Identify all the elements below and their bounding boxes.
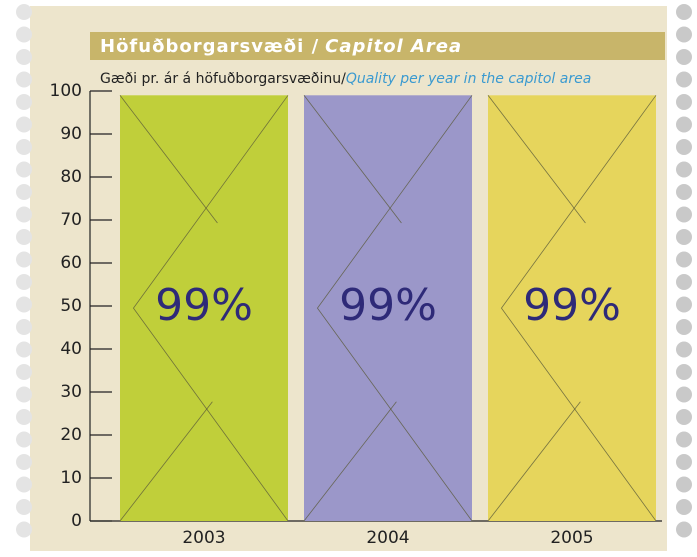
perforation: [676, 386, 692, 403]
perforation: [676, 161, 692, 178]
perforation: [676, 521, 692, 538]
title-bar: [90, 32, 665, 60]
perforation: [676, 116, 692, 133]
perforation: [676, 4, 692, 20]
perforation: [676, 274, 692, 290]
perforation: [676, 409, 692, 425]
perforation: [676, 94, 692, 110]
y-tick-label: 100: [50, 81, 82, 101]
value-label: 99%: [155, 280, 253, 331]
perforation: [676, 454, 692, 470]
perforation: [676, 341, 692, 358]
y-tick-label: 30: [60, 382, 82, 402]
perforation: [16, 229, 32, 245]
perforation: [676, 431, 692, 448]
perforation: [676, 139, 692, 155]
perforation: [676, 499, 692, 515]
perforation: [16, 319, 32, 335]
perforation: [16, 454, 32, 470]
x-tick-label: 2003: [182, 528, 225, 548]
perforation: [16, 206, 32, 223]
envelope-fold: [132, 95, 289, 522]
value-label: 99%: [339, 280, 437, 331]
perforation: [676, 364, 692, 380]
envelope-fold: [487, 401, 581, 522]
perforation: [16, 26, 32, 43]
perforation: [16, 94, 32, 110]
y-tick-label: 90: [60, 124, 82, 144]
envelope-fold: [316, 95, 473, 522]
perforation: [676, 206, 692, 223]
y-tick-label: 70: [60, 210, 82, 230]
subtitle-is: Gæði pr. ár á höfuðborgarsvæðinu/: [100, 71, 346, 87]
perforation: [676, 184, 692, 200]
subtitle: Gæði pr. ár á höfuðborgarsvæðinu/Quality…: [100, 71, 591, 87]
perforation: [676, 26, 692, 43]
perforation: [16, 49, 32, 65]
y-tick-label: 20: [60, 425, 82, 445]
y-tick-label: 10: [60, 468, 82, 488]
perforation: [676, 71, 692, 88]
envelope-fold: [500, 95, 657, 522]
perforation: [16, 4, 32, 20]
x-tick-label: 2005: [550, 528, 593, 548]
envelope-fold: [119, 401, 213, 522]
bar: [488, 95, 656, 522]
perforation: [16, 431, 32, 448]
perforation: [16, 476, 32, 493]
perforation: [676, 476, 692, 493]
perforation: [16, 521, 32, 538]
y-tick-label: 0: [71, 511, 82, 531]
perforation: [16, 274, 32, 290]
perforation: [676, 296, 692, 313]
perforation: [676, 319, 692, 335]
perforation: [16, 251, 32, 268]
title-en: Capitol Area: [325, 36, 462, 57]
perforation: [676, 49, 692, 65]
perforation: [16, 116, 32, 133]
perforation: [16, 139, 32, 155]
x-tick-label: 2004: [366, 528, 409, 548]
envelope-fold: [487, 95, 586, 224]
value-label: 99%: [523, 280, 621, 331]
bar: [304, 95, 472, 522]
y-tick-label: 40: [60, 339, 82, 359]
perforation: [16, 364, 32, 380]
envelope-fold: [303, 401, 397, 522]
perforation: [16, 161, 32, 178]
envelope-fold: [119, 95, 218, 224]
title-is: Höfuðborgarsvæði /: [100, 36, 319, 57]
perforation: [16, 386, 32, 403]
subtitle-en: Quality per year in the capitol area: [346, 71, 591, 87]
y-tick-label: 60: [60, 253, 82, 273]
perforation: [16, 341, 32, 358]
y-tick-label: 50: [60, 296, 82, 316]
perforation: [16, 71, 32, 88]
bar: [120, 95, 288, 522]
perforation: [676, 229, 692, 245]
chart-title: Höfuðborgarsvæði / Capitol Area: [100, 36, 462, 57]
perforation: [16, 409, 32, 425]
perforation: [16, 296, 32, 313]
perforation: [676, 251, 692, 268]
y-tick-label: 80: [60, 167, 82, 187]
envelope-fold: [303, 95, 402, 224]
perforation: [16, 184, 32, 200]
perforation: [16, 499, 32, 515]
